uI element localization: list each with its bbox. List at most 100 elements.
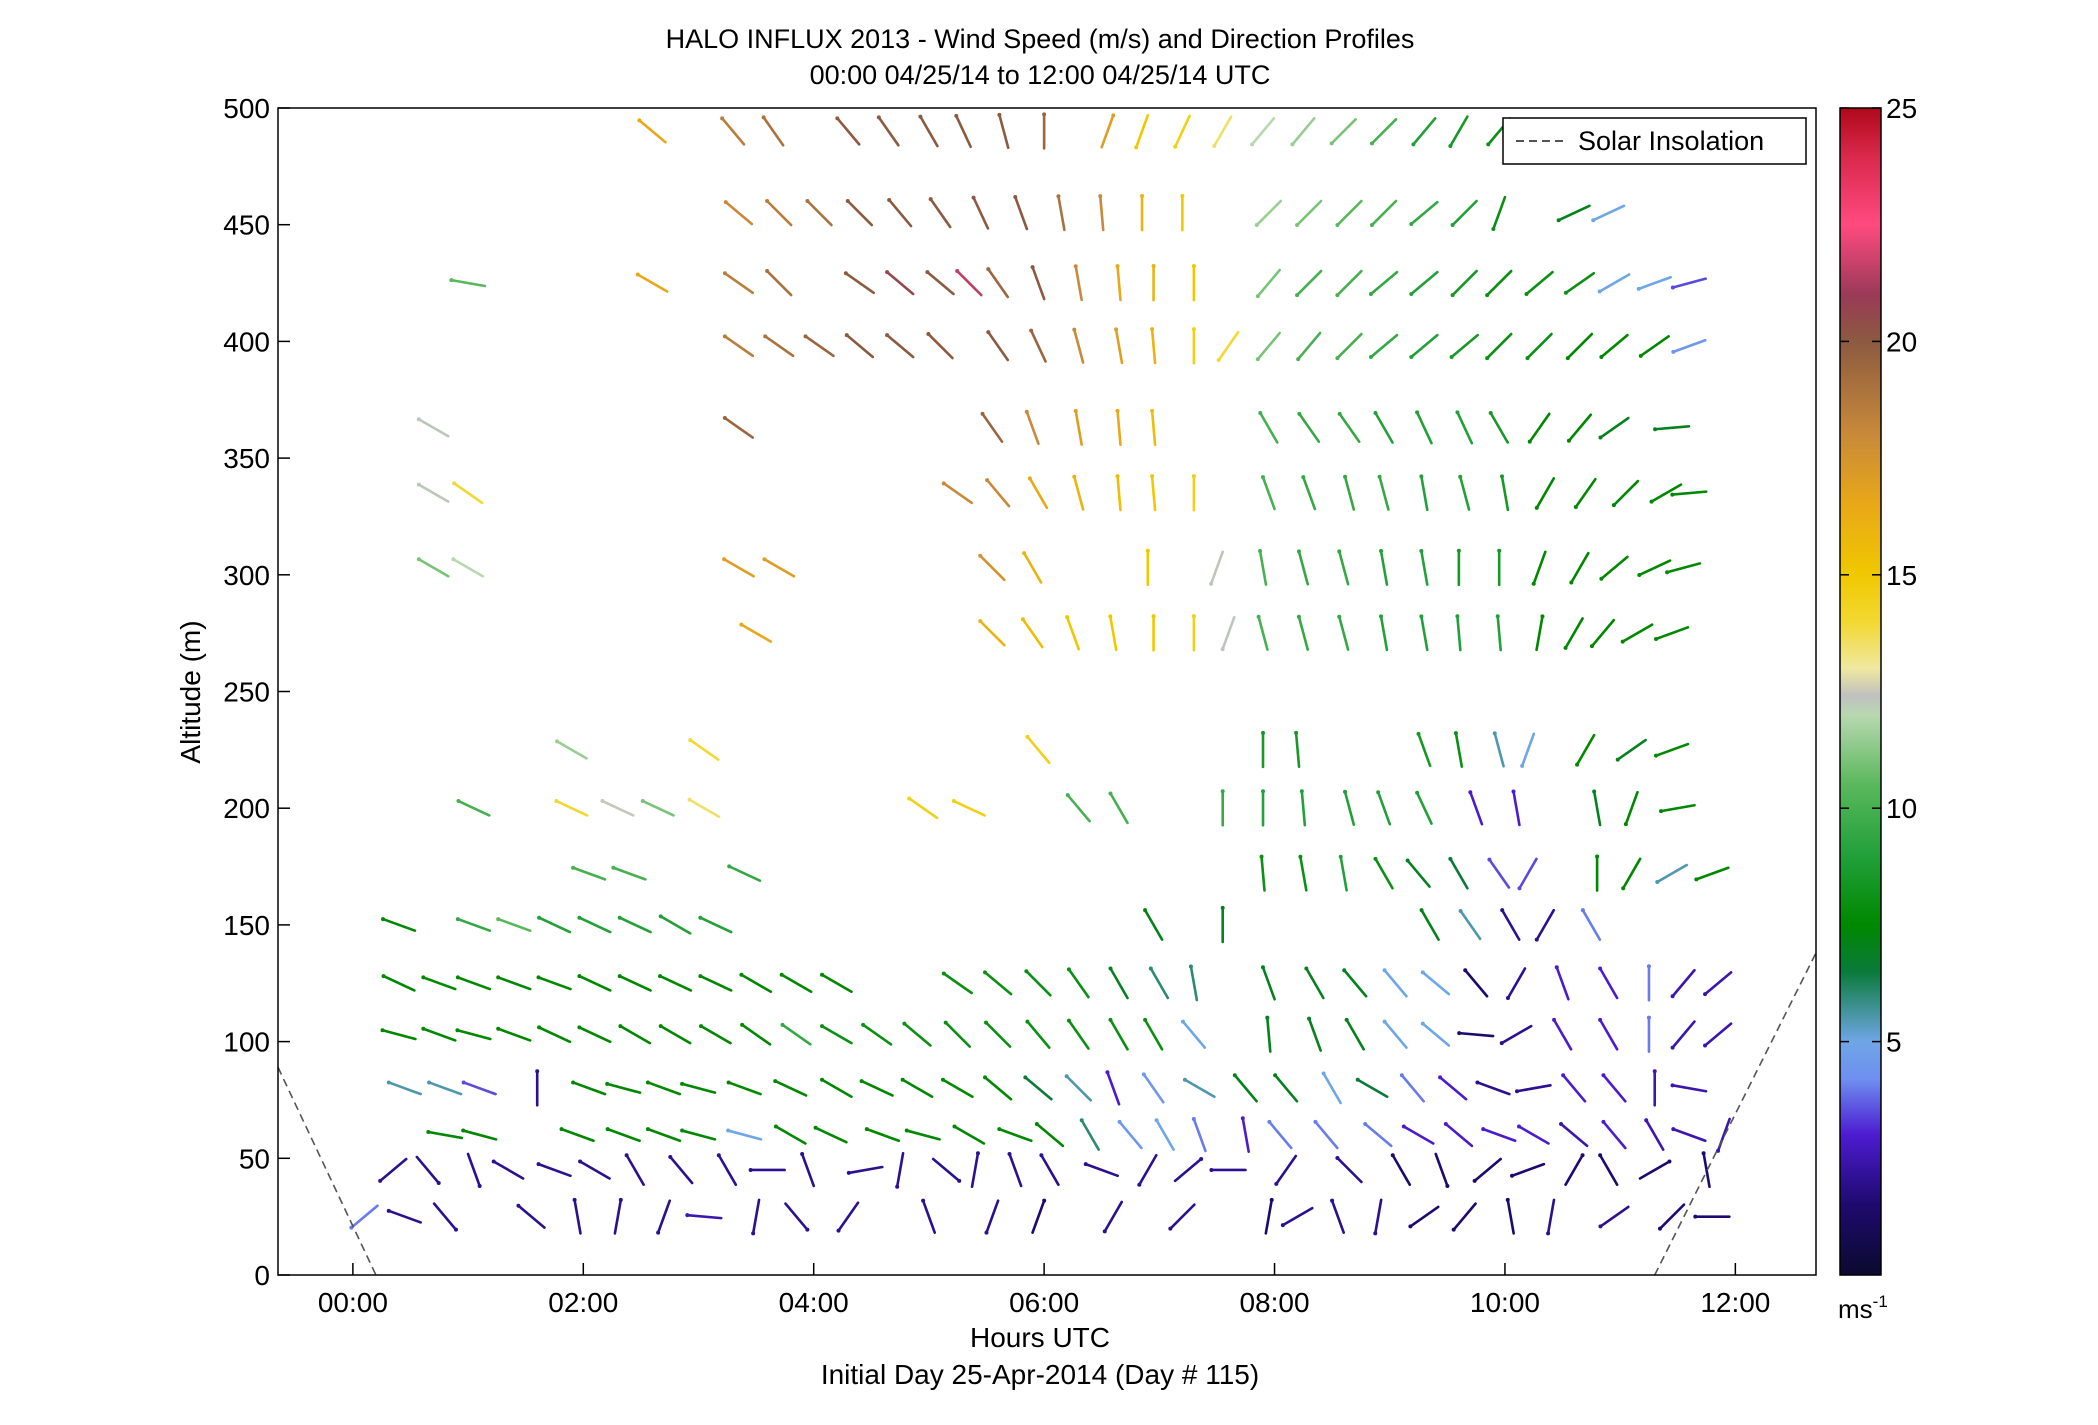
wind-barb xyxy=(1022,551,1043,584)
wind-barb xyxy=(1695,866,1730,881)
wind-barb-tip xyxy=(805,199,810,204)
wind-barb-tip xyxy=(1066,967,1071,972)
wind-barb xyxy=(1065,1074,1093,1102)
wind-barb-tip xyxy=(685,1213,690,1218)
wind-barb-tip xyxy=(1382,968,1387,973)
wind-barb-tip xyxy=(1199,1157,1204,1162)
wind-barb-tip xyxy=(1137,1182,1142,1187)
wind-barb xyxy=(1116,409,1122,446)
wind-barb-tip xyxy=(986,267,991,272)
wind-barb xyxy=(1149,967,1170,1000)
wind-barb-tip xyxy=(572,1197,577,1202)
wind-barb xyxy=(1297,550,1310,586)
wind-barb xyxy=(1592,790,1602,827)
wind-barb-tip xyxy=(491,1159,496,1164)
wind-barb-tip xyxy=(1151,614,1156,619)
wind-barb xyxy=(427,1130,464,1140)
wind-barb-tip xyxy=(680,1128,685,1133)
wind-barb-tip xyxy=(904,1128,909,1133)
wind-barb-tip xyxy=(1298,854,1303,859)
wind-barb xyxy=(1463,968,1489,998)
wind-barb-tip xyxy=(635,272,640,277)
wind-barb xyxy=(1025,410,1040,446)
wind-barb-tip xyxy=(1007,1151,1012,1156)
wind-barb-tip xyxy=(997,112,1002,117)
wind-barb-tip xyxy=(1083,1162,1088,1167)
wind-barb-tip xyxy=(1415,790,1420,795)
wind-barb xyxy=(496,1027,532,1042)
wind-barb xyxy=(452,482,484,505)
wind-barb-tip xyxy=(658,974,663,979)
wind-barb-tip xyxy=(1623,822,1628,827)
wind-barb-tip xyxy=(656,1230,661,1235)
wind-barb-tip xyxy=(1330,1198,1335,1203)
wind-barb xyxy=(659,1024,692,1045)
wind-barb xyxy=(578,1026,612,1044)
wind-barb xyxy=(1258,411,1279,444)
wind-barb-tip xyxy=(985,478,990,483)
wind-barb-tip xyxy=(1108,966,1113,971)
wind-barb-tip xyxy=(1589,644,1594,649)
wind-barb-tip xyxy=(1290,142,1295,147)
wind-barb-tip xyxy=(1115,474,1120,479)
wind-barb-tip xyxy=(1455,410,1460,415)
wind-barb xyxy=(1420,549,1429,586)
wind-barb-tip xyxy=(1511,789,1516,794)
wind-barb xyxy=(1518,857,1538,890)
wind-barb xyxy=(763,557,796,578)
wind-barb xyxy=(1621,623,1654,643)
wind-barb xyxy=(1169,1203,1196,1230)
wind-barb xyxy=(1255,199,1283,227)
wind-barb-tip xyxy=(455,1028,460,1033)
wind-barb xyxy=(1703,971,1733,996)
wind-barb-tip xyxy=(1443,1122,1448,1127)
wind-barb-tip xyxy=(726,1128,731,1133)
wind-barb xyxy=(571,1081,607,1096)
wind-barb-tip xyxy=(618,1024,623,1029)
wind-barb-tip xyxy=(455,917,460,922)
wind-barb xyxy=(606,1127,641,1143)
wind-barb-tip xyxy=(1565,356,1570,361)
wind-barb xyxy=(814,1126,848,1144)
wind-barb xyxy=(1356,1078,1389,1099)
wind-barb-tip xyxy=(1025,734,1030,739)
wind-barb xyxy=(1067,968,1090,999)
wind-barb xyxy=(450,278,487,288)
wind-barb xyxy=(983,1076,1013,1101)
wind-barb-tip xyxy=(1188,964,1193,969)
wind-barb xyxy=(1567,413,1593,443)
wind-barb-tip xyxy=(1182,1077,1187,1082)
wind-barb xyxy=(847,1165,884,1175)
wind-barb xyxy=(1476,1081,1511,1096)
wind-barb xyxy=(844,271,876,295)
wind-barb xyxy=(865,1127,901,1143)
wind-barb xyxy=(1250,117,1276,146)
wind-barb xyxy=(954,114,972,149)
wind-barb-tip xyxy=(1485,356,1490,361)
wind-barb xyxy=(1496,614,1502,652)
wind-barb xyxy=(1098,194,1105,232)
wind-barb xyxy=(836,117,861,146)
wind-barb xyxy=(1369,333,1399,359)
wind-barb-tip xyxy=(1191,1116,1196,1121)
wind-barb-tip xyxy=(1258,549,1263,554)
wind-barb xyxy=(1074,409,1083,446)
wind-barb xyxy=(1564,1153,1584,1186)
wind-barb-tip xyxy=(516,1203,521,1208)
wind-barb-tip xyxy=(813,1125,818,1130)
wind-barb-tip xyxy=(1191,474,1196,479)
wind-barb xyxy=(1260,855,1266,892)
wind-barb xyxy=(1559,1122,1589,1148)
wind-barb xyxy=(740,973,773,994)
wind-barb xyxy=(1379,549,1389,586)
wind-barb xyxy=(1342,968,1368,998)
wind-barb-tip xyxy=(577,974,582,979)
wind-barb xyxy=(907,797,939,820)
y-tick-label: 300 xyxy=(223,560,270,591)
wind-barb xyxy=(537,1162,572,1178)
wind-barb xyxy=(1336,1156,1363,1184)
wind-barb-tip xyxy=(1042,1198,1047,1203)
wind-barb xyxy=(1258,549,1268,586)
wind-barb xyxy=(1528,412,1551,443)
wind-barb-tip xyxy=(1261,730,1266,735)
